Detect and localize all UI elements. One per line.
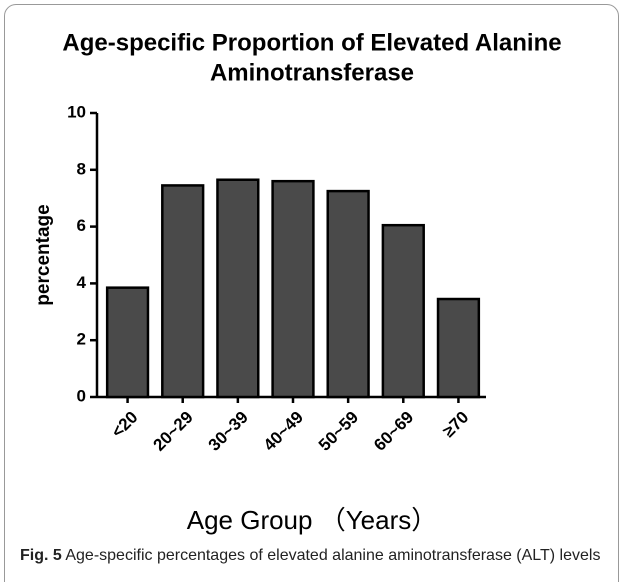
- bar: [105, 286, 150, 399]
- bar: [436, 297, 481, 399]
- x-tick-label: 40~49: [260, 408, 307, 455]
- bar: [216, 178, 260, 399]
- y-tick-label: 8: [77, 159, 86, 178]
- x-axis-label: Age Group （Years）: [187, 505, 438, 535]
- x-tick-label: 30~39: [205, 408, 252, 455]
- y-axis-label: percentage: [33, 204, 54, 305]
- bar: [381, 223, 425, 399]
- chart-title: Aminotransferase: [210, 59, 414, 86]
- caption-label: Fig. 5: [20, 547, 62, 564]
- x-tick-label: <20: [108, 408, 142, 442]
- y-tick-label: 0: [77, 386, 86, 405]
- chart-title: Age-specific Proportion of Elevated Alan…: [62, 29, 561, 56]
- x-tick-label: ≥70: [439, 408, 472, 441]
- x-tick-label: 50~59: [315, 408, 362, 455]
- bar: [161, 184, 205, 399]
- chart: Age-specific Proportion of Elevated Alan…: [33, 29, 562, 535]
- bar: [271, 179, 315, 399]
- frame: [4, 4, 619, 582]
- y-tick-label: 2: [77, 330, 86, 349]
- x-tick-label: 20~29: [150, 408, 197, 455]
- y-tick-label: 4: [77, 273, 87, 292]
- bar: [326, 189, 370, 399]
- caption: Fig. 5 Age-specific percentages of eleva…: [20, 545, 610, 566]
- x-tick-label: 60~69: [370, 408, 417, 455]
- y-tick-label: 6: [77, 216, 86, 235]
- y-tick-label: 10: [67, 102, 86, 121]
- caption-text: Age-specific percentages of elevated ala…: [65, 547, 601, 564]
